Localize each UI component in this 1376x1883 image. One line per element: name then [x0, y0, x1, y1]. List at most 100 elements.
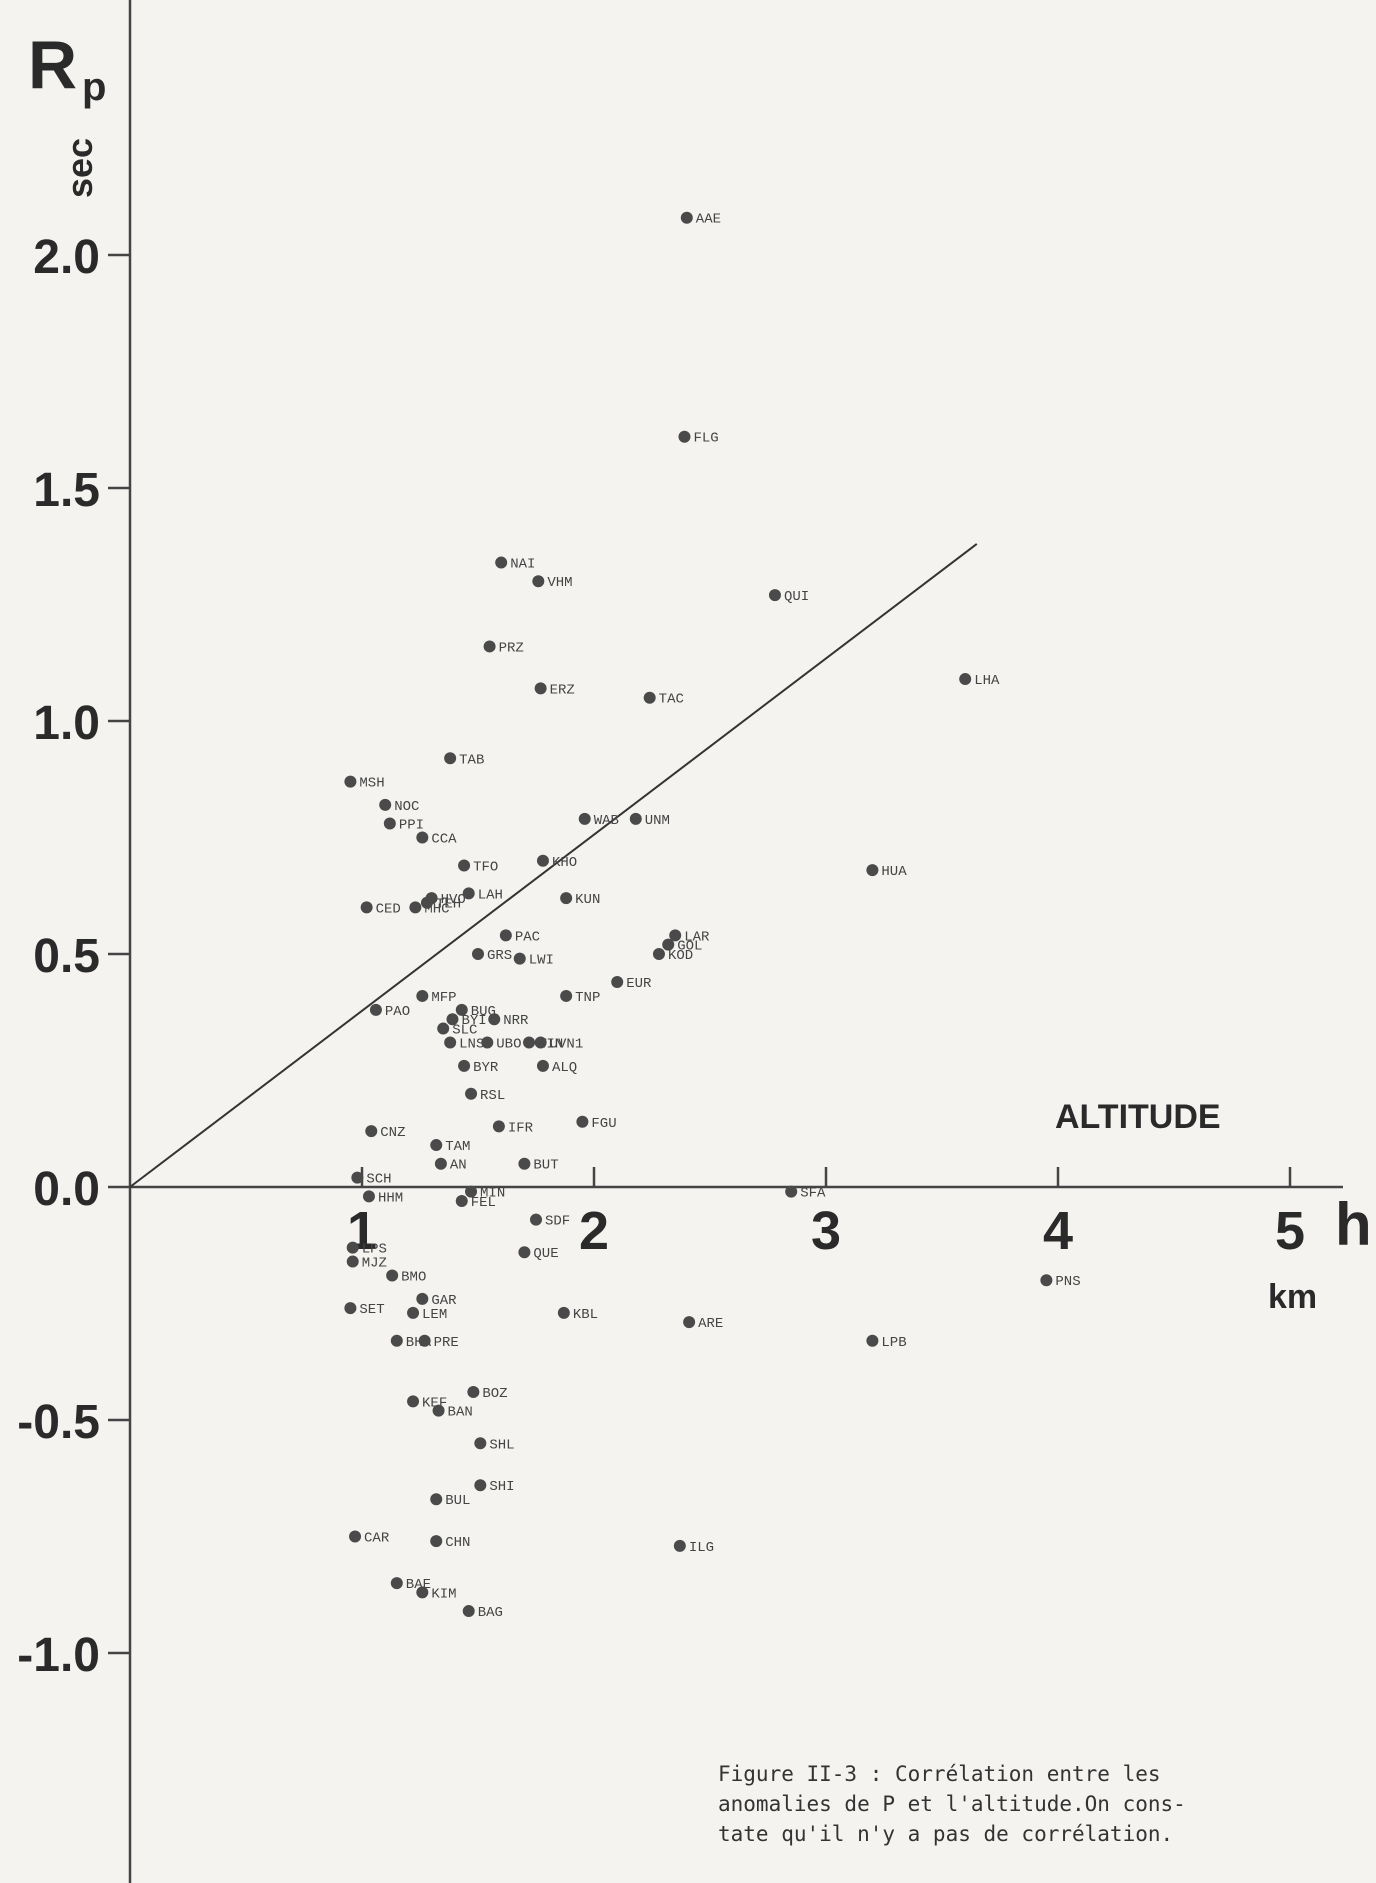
data-point-cnz: CNZ	[365, 1125, 405, 1141]
point-label: EUR	[626, 976, 652, 992]
point-label: LHA	[974, 673, 1000, 689]
point-label: TNP	[575, 990, 600, 1006]
point-label: QUI	[784, 589, 809, 605]
x-tick-label: 3	[811, 1201, 841, 1261]
point-marker	[416, 831, 429, 844]
point-marker	[430, 1535, 443, 1548]
point-label: TAB	[459, 752, 484, 768]
point-label: LWI	[529, 953, 554, 969]
point-label: HHM	[378, 1190, 403, 1206]
point-label: ILG	[689, 1540, 714, 1556]
point-label: BAG	[478, 1605, 503, 1621]
y-tick-label: -0.5	[17, 1396, 100, 1449]
point-marker	[386, 1269, 399, 1282]
point-marker	[611, 975, 624, 988]
point-label: LPS	[362, 1242, 387, 1258]
point-marker	[416, 989, 429, 1002]
point-marker	[383, 817, 396, 830]
point-marker	[455, 1194, 468, 1207]
data-point-aae: AAE	[680, 211, 721, 228]
x-axis-unit: km	[1268, 1278, 1317, 1316]
point-marker	[534, 1036, 547, 1049]
point-label: BOZ	[482, 1386, 507, 1402]
point-label: BUL	[445, 1493, 470, 1509]
y-tick-label: 0.5	[33, 930, 100, 983]
data-point-sdf: SDF	[530, 1213, 570, 1230]
point-marker	[467, 1386, 480, 1399]
point-marker	[669, 929, 682, 942]
data-point-rsl: RSL	[465, 1087, 505, 1104]
point-label: NRR	[503, 1013, 529, 1029]
point-marker	[530, 1213, 542, 1226]
point-marker	[683, 1316, 696, 1329]
point-label: IFR	[508, 1120, 534, 1136]
point-label: UBO	[496, 1037, 521, 1053]
point-marker	[390, 1577, 403, 1590]
data-point-pao: PAO	[369, 1003, 410, 1020]
point-marker	[472, 948, 484, 960]
point-label: SHI	[489, 1479, 514, 1495]
point-marker	[483, 640, 496, 653]
data-point-byr: BYR	[458, 1059, 499, 1076]
point-marker	[437, 1022, 450, 1035]
data-point-lar: LAR	[669, 929, 710, 945]
point-marker	[430, 1493, 443, 1506]
point-label: ARE	[698, 1316, 723, 1332]
point-marker	[407, 1395, 420, 1408]
data-point-mfp: MFP	[416, 989, 457, 1006]
point-label: AAE	[696, 212, 721, 228]
data-point-ubo: UBO	[481, 1036, 521, 1053]
point-marker	[430, 1139, 443, 1152]
point-marker	[360, 901, 373, 914]
data-point-sfa: SFA	[785, 1185, 826, 1202]
point-marker	[536, 854, 549, 867]
point-label: LPB	[881, 1335, 906, 1351]
data-point-tab: TAB	[444, 752, 484, 768]
data-point-set: SET	[344, 1302, 385, 1318]
point-label: SHL	[489, 1437, 514, 1453]
point-marker	[492, 1120, 505, 1133]
point-label: KHO	[552, 855, 577, 871]
data-point-byi: BYI	[446, 1013, 487, 1029]
point-label: HUA	[881, 864, 907, 880]
data-point-bul: BUL	[430, 1493, 470, 1509]
point-marker	[534, 682, 547, 695]
point-marker	[379, 798, 392, 811]
x-tick-label: 4	[1043, 1201, 1073, 1261]
caption-line-2: anomalies de P et l'altitude.On cons-	[718, 1792, 1186, 1816]
data-point-cca: CCA	[416, 831, 457, 848]
point-marker	[536, 1059, 549, 1072]
point-marker	[560, 892, 573, 905]
data-point-ban: BAN	[432, 1404, 473, 1421]
point-label: PAC	[515, 929, 540, 945]
data-point-sch: SCH	[351, 1171, 392, 1188]
point-label: SDF	[545, 1214, 570, 1230]
point-label: WAB	[594, 813, 619, 829]
y-tick-label: 2.0	[33, 231, 100, 284]
point-marker	[474, 1479, 487, 1492]
point-marker	[409, 901, 422, 914]
y-tick-label: 1.0	[33, 697, 100, 750]
point-marker	[444, 752, 457, 765]
data-point-eur: EUR	[611, 975, 652, 992]
point-marker	[344, 1302, 357, 1315]
data-point-lwi: LWI	[513, 952, 554, 969]
point-label: MJZ	[362, 1256, 387, 1272]
data-point-qui: QUI	[768, 589, 809, 605]
data-point-boz: BOZ	[467, 1386, 508, 1402]
data-point-ilg: ILG	[673, 1539, 714, 1556]
data-points: AAE FLG NAI VHM QUI PRZ ERZ TAC LHA TAB MSH NOC PPI C…	[344, 211, 1081, 1621]
figure-caption: Figure II-3 : Corrélation entre les anom…	[718, 1762, 1186, 1846]
data-point-fgu: FGU	[576, 1115, 617, 1132]
point-marker	[455, 1003, 468, 1016]
point-marker	[446, 1013, 459, 1026]
point-marker	[560, 989, 573, 1002]
point-marker	[518, 1246, 531, 1259]
point-label: TAM	[445, 1139, 470, 1155]
point-marker	[407, 1306, 420, 1319]
point-label: LNS	[459, 1037, 484, 1053]
point-label: AN	[450, 1158, 467, 1174]
point-label: UNM	[645, 813, 670, 829]
point-marker	[434, 1157, 447, 1170]
data-point-que: QUE	[518, 1246, 559, 1262]
